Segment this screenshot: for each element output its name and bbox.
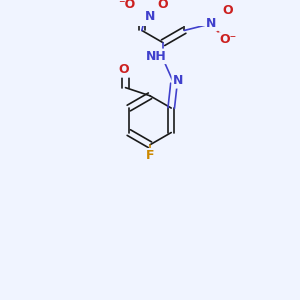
Text: N: N [145, 10, 155, 23]
Text: NH: NH [146, 50, 166, 63]
Text: F: F [146, 149, 154, 162]
Text: N: N [206, 17, 217, 30]
Text: ⁻O: ⁻O [118, 0, 136, 11]
Text: N: N [173, 74, 183, 87]
Text: O: O [157, 0, 168, 11]
Text: O: O [119, 63, 129, 76]
Text: O: O [223, 4, 233, 16]
Text: O⁻: O⁻ [219, 34, 236, 46]
